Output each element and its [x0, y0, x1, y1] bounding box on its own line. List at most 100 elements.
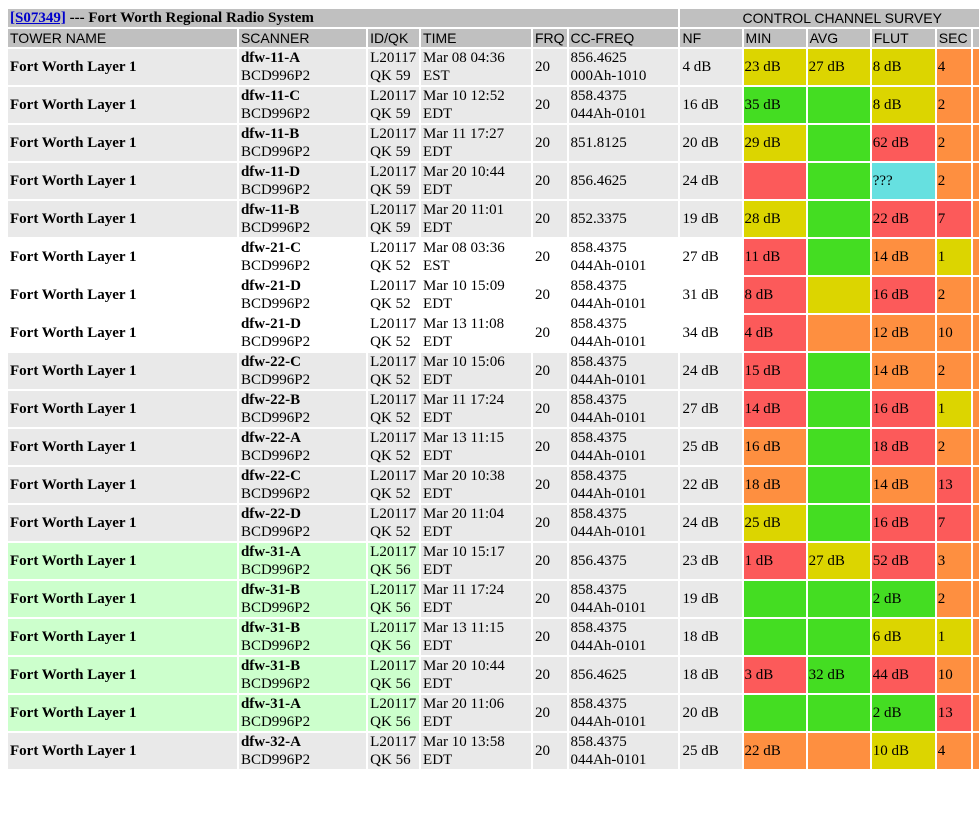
extra-cell — [973, 505, 979, 541]
idqk-cell: L20117 QK 59 — [368, 125, 420, 161]
avg-cell — [807, 315, 870, 351]
ccfreq-cell: 858.4375 044Ah-0101 — [568, 315, 679, 351]
extra-cell — [973, 657, 979, 693]
ccfreq-cell-line2: 044Ah-0101 — [570, 486, 647, 502]
ccfreq-cell: 858.4375 044Ah-0101 — [568, 277, 679, 313]
flut-cell: 14 dB — [871, 353, 935, 389]
nf-cell: 16 dB — [680, 87, 742, 123]
flut-cell: 10 dB — [871, 733, 935, 769]
sec-cell: 1 — [936, 391, 972, 427]
idqk-cell-line1: L20117 — [370, 278, 417, 294]
idqk-cell-line1: L20117 — [370, 506, 417, 522]
ccfreq-cell-line2: 044Ah-0101 — [570, 334, 647, 350]
ccfreq-cell-line1: 858.4375 — [570, 354, 627, 370]
scanner-cell-line2: BCD996P2 — [240, 676, 311, 692]
table-row: Fort Worth Layer 1 dfw-11-B BCD996P2 L20117… — [8, 201, 979, 237]
avg-cell: 27 dB — [807, 49, 870, 85]
time-cell-line2: EDT — [423, 372, 453, 388]
system-id-link[interactable]: [S07349] — [10, 10, 66, 26]
scanner-cell-line2: BCD996P2 — [240, 106, 311, 122]
extra-cell — [973, 695, 979, 731]
idqk-cell-line1: L20117 — [370, 392, 417, 408]
col-header-scanner[interactable]: SCANNER — [238, 29, 367, 47]
idqk-cell: L20117 QK 59 — [368, 163, 420, 199]
scanner-cell: dfw-11-B BCD996P2 — [238, 125, 367, 161]
tower-name-cell: Fort Worth Layer 1 — [8, 353, 237, 389]
idqk-cell-line2: QK 56 — [370, 752, 411, 768]
ccfreq-cell-line1: 858.4375 — [570, 734, 627, 750]
frq-cell: 20 — [532, 657, 567, 693]
time-cell-line1: Mar 10 15:06 — [423, 354, 505, 370]
sec-cell: 1 — [936, 619, 972, 655]
idqk-cell-line2: QK 59 — [370, 220, 411, 236]
scanner-cell-line1: dfw-11-B — [240, 126, 300, 142]
flut-cell: 12 dB — [871, 315, 935, 351]
ccfreq-cell-line2: 044Ah-0101 — [570, 106, 647, 122]
idqk-cell-line2: QK 52 — [370, 334, 411, 350]
time-cell-line2: EDT — [423, 448, 453, 464]
col-header-nf[interactable]: NF — [680, 29, 742, 47]
nf-cell: 23 dB — [680, 543, 742, 579]
table-row: Fort Worth Layer 1 dfw-31-B BCD996P2 L20117… — [8, 657, 979, 693]
tower-name-cell: Fort Worth Layer 1 — [8, 695, 237, 731]
col-header-avg[interactable]: AVG — [807, 29, 870, 47]
frq-cell: 20 — [532, 87, 567, 123]
time-cell-line2: EDT — [423, 106, 453, 122]
ccfreq-cell-line1: 858.4375 — [570, 392, 627, 408]
time-cell: Mar 08 04:36 EST — [421, 49, 531, 85]
idqk-cell: L20117 QK 52 — [368, 467, 420, 503]
scanner-cell: dfw-31-B BCD996P2 — [238, 581, 367, 617]
tower-name-cell: Fort Worth Layer 1 — [8, 201, 237, 237]
scanner-cell: dfw-21-D BCD996P2 — [238, 315, 367, 351]
ccfreq-cell: 858.4375 044Ah-0101 — [568, 429, 679, 465]
col-header-time[interactable]: TIME — [421, 29, 531, 47]
min-cell — [743, 695, 806, 731]
scanner-cell: dfw-11-A BCD996P2 — [238, 49, 367, 85]
col-header-idqk[interactable]: ID/QK — [368, 29, 420, 47]
tower-name-cell: Fort Worth Layer 1 — [8, 657, 237, 693]
sec-cell: 10 — [936, 315, 972, 351]
flut-cell: 14 dB — [871, 239, 935, 275]
avg-cell — [807, 201, 870, 237]
ccfreq-cell-line2: 044Ah-0101 — [570, 524, 647, 540]
scanner-cell: dfw-31-A BCD996P2 — [238, 695, 367, 731]
idqk-cell-line2: QK 52 — [370, 410, 411, 426]
col-header-ccfreq[interactable]: CC-FREQ — [568, 29, 679, 47]
idqk-cell-line1: L20117 — [370, 430, 417, 446]
avg-cell — [807, 125, 870, 161]
tower-name-cell: Fort Worth Layer 1 — [8, 391, 237, 427]
col-header-tower[interactable]: TOWER NAME — [8, 29, 237, 47]
idqk-cell-line1: L20117 — [370, 468, 417, 484]
idqk-cell-line2: QK 56 — [370, 638, 411, 654]
idqk-cell: L20117 QK 52 — [368, 391, 420, 427]
scanner-cell-line1: dfw-11-A — [240, 50, 301, 66]
idqk-cell-line1: L20117 — [370, 126, 417, 142]
ccfreq-cell: 851.8125 — [568, 125, 679, 161]
scanner-cell: dfw-22-D BCD996P2 — [238, 505, 367, 541]
ccfreq-cell: 858.4375 044Ah-0101 — [568, 467, 679, 503]
time-cell: Mar 20 10:38 EDT — [421, 467, 531, 503]
scanner-cell-line1: dfw-21-C — [240, 240, 301, 256]
col-header-min[interactable]: MIN — [743, 29, 806, 47]
table-row: Fort Worth Layer 1 dfw-31-A BCD996P2 L20117… — [8, 695, 979, 731]
time-cell-line1: Mar 13 11:08 — [423, 316, 505, 332]
scanner-cell-line2: BCD996P2 — [240, 68, 311, 84]
avg-cell — [807, 163, 870, 199]
col-header-flut[interactable]: FLUT — [871, 29, 935, 47]
idqk-cell-line2: QK 59 — [370, 182, 411, 198]
frq-cell: 20 — [532, 125, 567, 161]
time-cell-line2: EDT — [423, 524, 453, 540]
min-cell: 14 dB — [743, 391, 806, 427]
time-cell: Mar 10 15:17 EDT — [421, 543, 531, 579]
col-header-sec[interactable]: SEC — [936, 29, 972, 47]
idqk-cell: L20117 QK 59 — [368, 201, 420, 237]
scanner-cell-line2: BCD996P2 — [240, 714, 311, 730]
frq-cell: 20 — [532, 733, 567, 769]
idqk-cell-line2: QK 52 — [370, 372, 411, 388]
scanner-cell: dfw-31-B BCD996P2 — [238, 657, 367, 693]
min-cell: 4 dB — [743, 315, 806, 351]
col-header-frq[interactable]: FRQ — [532, 29, 567, 47]
flut-cell: ??? — [871, 163, 935, 199]
frq-cell: 20 — [532, 277, 567, 313]
idqk-cell: L20117 QK 52 — [368, 429, 420, 465]
